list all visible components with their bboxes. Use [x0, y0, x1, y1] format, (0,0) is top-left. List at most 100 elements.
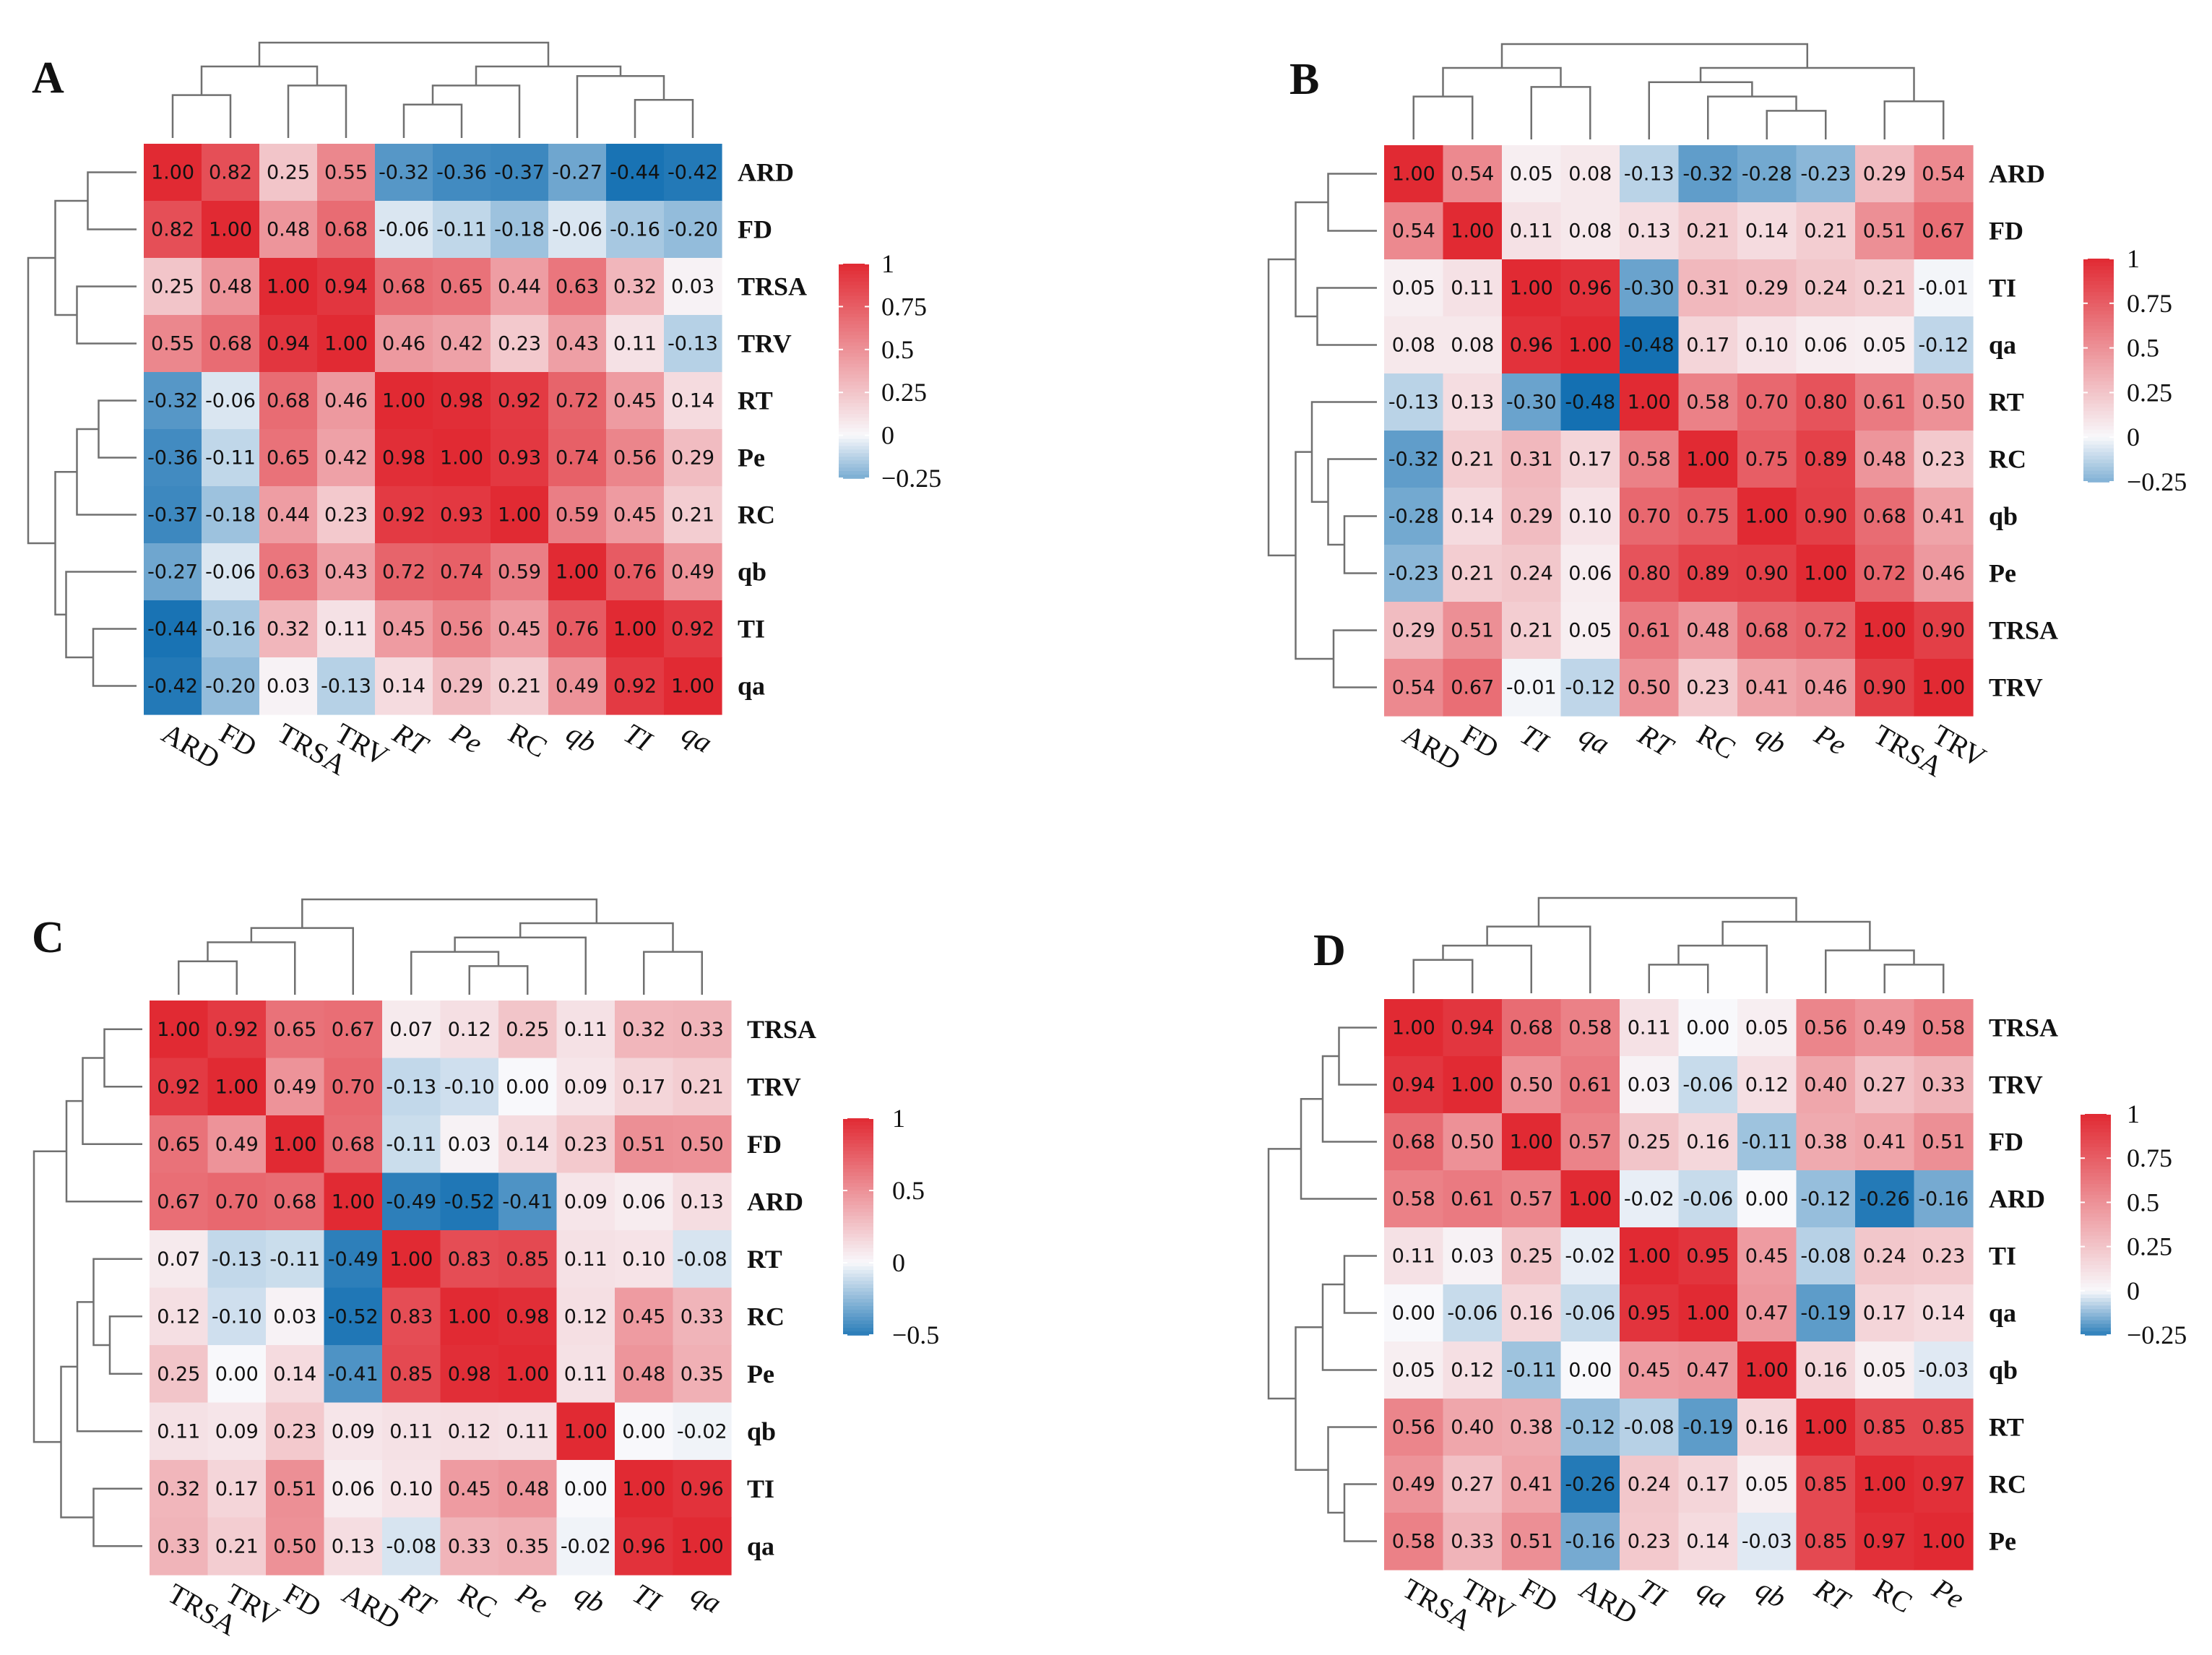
legend-colorbar-segment	[2083, 306, 2114, 311]
cell-value-label: 0.08	[1392, 334, 1435, 357]
heatmap-cell	[556, 1172, 615, 1231]
legend-colorbar-segment	[839, 270, 869, 275]
cell-value-label: 0.13	[332, 1535, 375, 1557]
heatmap-cell	[1737, 1341, 1797, 1399]
heatmap-cell	[615, 1402, 674, 1461]
heatmap-cell	[144, 657, 202, 715]
heatmap-cell	[673, 1402, 732, 1461]
column-dendrogram	[1500, 43, 1809, 68]
cell-value-label: -0.11	[205, 447, 256, 470]
cell-value-label: 0.68	[209, 333, 252, 355]
cell-value-label: 0.45	[622, 1305, 665, 1328]
legend-colorbar-segment	[2083, 433, 2114, 438]
cell-value-label: 0.11	[389, 1420, 433, 1443]
legend-tick-label: 0.5	[2127, 1188, 2159, 1217]
cell-value-label: -0.28	[1742, 163, 1792, 186]
column-label: ARD	[157, 717, 226, 775]
legend-colorbar-segment	[2081, 1220, 2111, 1225]
cell-value-label: 0.61	[1628, 620, 1671, 642]
heatmap-cell	[1443, 545, 1503, 602]
row-dendrogram	[108, 1315, 142, 1375]
heatmap-cell	[259, 600, 318, 658]
legend-colorbar-segment	[2083, 318, 2114, 323]
cell-value-label: 0.56	[440, 618, 483, 641]
column-label: qb	[569, 1577, 610, 1620]
row-dendrogram	[92, 628, 137, 687]
heatmap-cell	[440, 1230, 499, 1289]
cell-value-label: 0.65	[440, 276, 483, 298]
heatmap-cell	[1796, 145, 1856, 203]
row-label: RT	[1989, 388, 2024, 417]
row-label: TI	[1989, 1242, 2016, 1271]
heatmap-cell	[1737, 1513, 1797, 1570]
legend-colorbar-segment	[839, 449, 869, 454]
heatmap-cell	[266, 1402, 325, 1461]
legend-colorbar-segment	[843, 1230, 873, 1235]
cell-value-label: 0.68	[267, 390, 310, 412]
legend-colorbar-segment	[2083, 455, 2114, 460]
legend-colorbar-segment	[2083, 422, 2114, 427]
heatmap-cell	[440, 1115, 499, 1174]
cell-value-label: 0.10	[622, 1248, 665, 1271]
legend-colorbar-segment	[2081, 1213, 2111, 1218]
heatmap-cell	[1855, 431, 1915, 488]
heatmap-cell	[1678, 202, 1738, 260]
heatmap-cell	[1796, 488, 1856, 545]
legend-colorbar-segment	[2083, 385, 2114, 390]
legend-tick-label: −0.25	[881, 464, 941, 493]
row-label: ARD	[1989, 1185, 2045, 1214]
heatmap-cell	[548, 429, 607, 487]
row-label: TI	[738, 615, 765, 644]
heatmap-cell	[1914, 1227, 1974, 1285]
cell-value-label: 1.00	[1745, 506, 1789, 528]
heatmap-cell	[1855, 545, 1915, 602]
column-label: Pe	[1809, 717, 1852, 761]
cell-value-label: 0.27	[1451, 1474, 1494, 1496]
cell-value-label: -0.32	[379, 162, 429, 184]
legend-colorbar-segment	[843, 1118, 873, 1123]
heatmap-cell	[1914, 431, 1974, 488]
cell-value-label: 0.29	[1392, 620, 1435, 642]
legend-colorbar-segment	[2081, 1128, 2111, 1133]
cell-value-label: 0.11	[157, 1420, 200, 1443]
cell-value-label: 0.85	[506, 1248, 549, 1271]
cell-value-label: 1.00	[1863, 620, 1906, 642]
cell-value-label: 0.75	[1686, 506, 1729, 528]
cell-value-label: 0.25	[506, 1019, 549, 1041]
row-label: TI	[1989, 274, 2016, 303]
cell-value-label: 0.21	[671, 504, 714, 527]
legend-colorbar-segment	[843, 1324, 873, 1328]
cell-value-label: 0.50	[1922, 392, 1965, 414]
legend-colorbar-segment	[839, 374, 869, 379]
cell-value-label: 0.38	[1510, 1417, 1553, 1439]
cell-value-label: 0.49	[671, 561, 714, 584]
heatmap-cell	[548, 315, 607, 373]
heatmap-cell	[1502, 1056, 1562, 1114]
legend-tick-label: −0.5	[892, 1321, 939, 1349]
heatmap-cell	[1560, 659, 1620, 717]
heatmap-cell	[207, 1287, 267, 1346]
cell-value-label: 0.14	[382, 675, 425, 698]
heatmap-cell	[1560, 1513, 1620, 1570]
cell-value-label: 0.21	[1863, 277, 1906, 300]
heatmap-cell	[259, 315, 318, 373]
cell-value-label: 0.89	[1804, 449, 1847, 471]
heatmap-cell	[1443, 1513, 1503, 1570]
legend-colorbar-segment	[839, 438, 869, 444]
row-dendrogram	[87, 171, 137, 230]
legend-colorbar-segment	[2083, 340, 2114, 345]
legend-colorbar-segment	[2081, 1172, 2111, 1177]
heatmap-cell	[382, 1345, 441, 1404]
heatmap-cell	[1737, 602, 1797, 660]
cell-value-label: -0.06	[379, 219, 429, 241]
heatmap-cell	[556, 1058, 615, 1116]
legend-colorbar-segment	[839, 335, 869, 340]
heatmap-cell	[382, 1172, 441, 1231]
cell-value-label: 0.12	[448, 1019, 491, 1041]
heatmap-cell	[202, 543, 260, 601]
heatmap-cell	[144, 144, 202, 202]
row-label: RT	[738, 386, 773, 415]
cell-value-label: 0.13	[681, 1191, 724, 1213]
heatmap-cell	[1502, 145, 1562, 203]
legend-colorbar-segment	[843, 1136, 873, 1141]
